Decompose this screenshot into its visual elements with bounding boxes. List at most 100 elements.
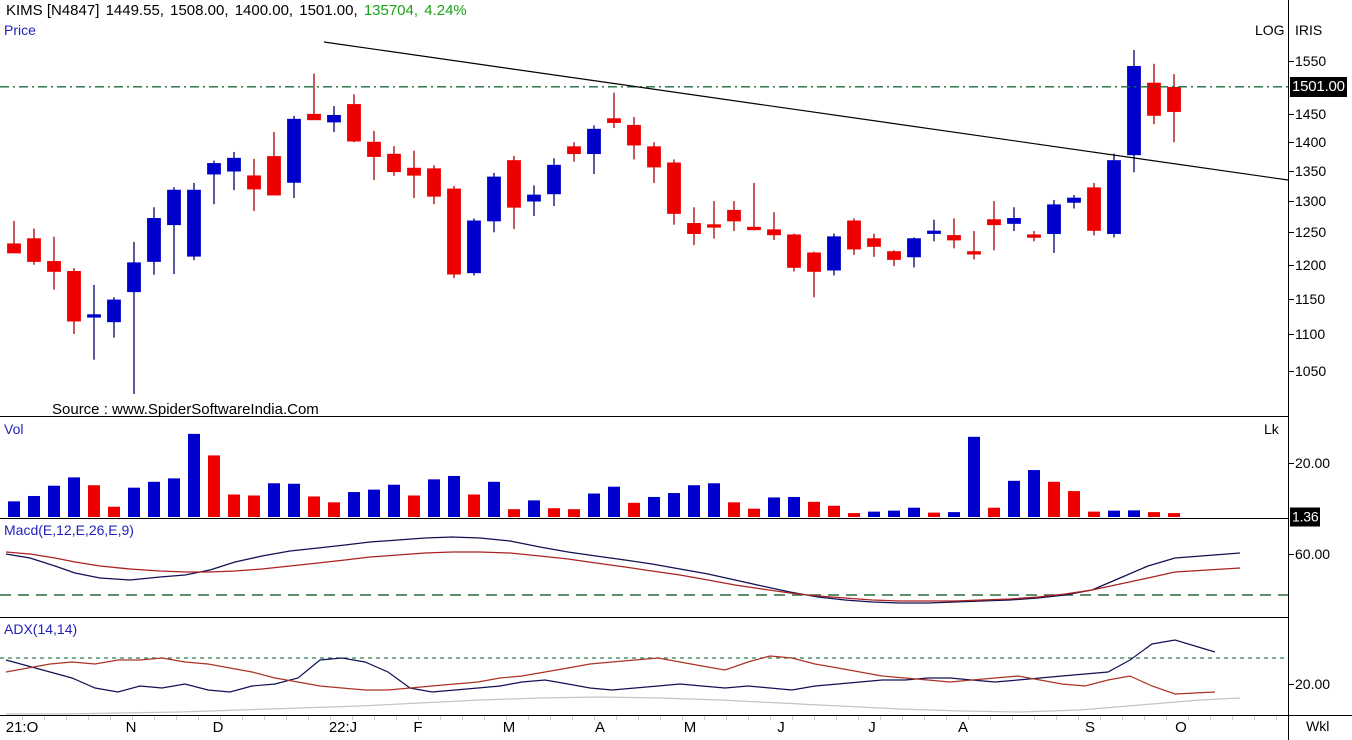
candle-body[interactable] [1167, 86, 1181, 112]
candle-body[interactable] [527, 194, 541, 202]
candle-body[interactable] [7, 243, 21, 254]
volume-bar[interactable] [808, 501, 820, 517]
candle-body[interactable] [1087, 187, 1101, 231]
volume-bar[interactable] [168, 478, 180, 517]
candle-body[interactable] [367, 141, 381, 157]
candle-body[interactable] [967, 251, 981, 255]
volume-bar[interactable] [708, 483, 720, 517]
volume-bar[interactable] [288, 483, 300, 517]
candle-body[interactable] [1127, 65, 1141, 156]
log-scale-label[interactable]: LOG [1255, 22, 1285, 38]
volume-bar[interactable] [728, 502, 740, 517]
candle-body[interactable] [847, 220, 861, 250]
volume-bar[interactable] [368, 489, 380, 517]
candle-body[interactable] [627, 124, 641, 146]
volume-bar[interactable] [688, 485, 700, 517]
candle-body[interactable] [1067, 197, 1081, 203]
volume-bar[interactable] [1148, 512, 1160, 517]
candle-body[interactable] [667, 162, 681, 214]
candle-body[interactable] [427, 168, 441, 197]
volume-bar[interactable] [928, 512, 940, 517]
volume-bar[interactable] [648, 496, 660, 517]
volume-bar[interactable] [1068, 491, 1080, 517]
price-candlestick-plot[interactable] [0, 18, 1289, 416]
candle-body[interactable] [27, 238, 41, 262]
volume-bar[interactable] [208, 455, 220, 517]
volume-bar[interactable] [8, 501, 20, 517]
volume-bar[interactable] [628, 502, 640, 517]
volume-bar[interactable] [1028, 470, 1040, 517]
candle-body[interactable] [307, 113, 321, 121]
candle-body[interactable] [747, 226, 761, 231]
downtrend-line[interactable] [323, 41, 1289, 181]
volume-bar[interactable] [128, 487, 140, 517]
candle-body[interactable] [267, 156, 281, 196]
volume-bar[interactable] [308, 496, 320, 517]
volume-bar[interactable] [328, 502, 340, 517]
candle-body[interactable] [807, 252, 821, 272]
candle-body[interactable] [827, 236, 841, 271]
candle-body[interactable] [407, 167, 421, 176]
volume-bar[interactable] [448, 475, 460, 517]
candle-body[interactable] [547, 164, 561, 195]
candle-body[interactable] [727, 209, 741, 222]
volume-bar[interactable] [28, 495, 40, 517]
candle-body[interactable] [87, 314, 101, 318]
candle-body[interactable] [767, 229, 781, 236]
volume-bar[interactable] [1088, 511, 1100, 517]
volume-bar[interactable] [668, 493, 680, 517]
candle-body[interactable] [1107, 160, 1121, 234]
volume-bar[interactable] [908, 507, 920, 517]
volume-bar[interactable] [188, 433, 200, 517]
candle-body[interactable] [867, 238, 881, 247]
candle-body[interactable] [947, 235, 961, 241]
candle-body[interactable] [107, 299, 121, 323]
volume-bar[interactable] [848, 513, 860, 517]
candle-body[interactable] [467, 220, 481, 274]
candle-body[interactable] [127, 262, 141, 293]
volume-bar[interactable] [548, 508, 560, 517]
volume-bar[interactable] [48, 485, 60, 517]
volume-bar[interactable] [988, 507, 1000, 517]
candle-body[interactable] [1147, 82, 1161, 116]
volume-bar[interactable] [568, 509, 580, 517]
volume-bar[interactable] [788, 496, 800, 517]
volume-bar[interactable] [1008, 480, 1020, 517]
candle-body[interactable] [707, 224, 721, 228]
volume-bar[interactable] [68, 477, 80, 517]
candle-body[interactable] [987, 219, 1001, 226]
candle-body[interactable] [907, 238, 921, 258]
candle-body[interactable] [387, 153, 401, 173]
volume-bar[interactable] [88, 485, 100, 517]
candle-body[interactable] [567, 146, 581, 155]
candle-body[interactable] [487, 176, 501, 222]
volume-bar[interactable] [428, 479, 440, 517]
candle-body[interactable] [447, 188, 461, 275]
candle-body[interactable] [607, 118, 621, 123]
candle-body[interactable] [47, 261, 61, 272]
volume-bar[interactable] [888, 510, 900, 517]
candle-body[interactable] [1027, 234, 1041, 238]
volume-bar[interactable] [348, 492, 360, 517]
volume-bar[interactable] [1168, 513, 1180, 517]
candle-body[interactable] [147, 218, 161, 262]
timeframe-label[interactable]: Wkl [1306, 718, 1330, 734]
candle-body[interactable] [167, 189, 181, 226]
volume-bar[interactable] [228, 494, 240, 517]
candle-body[interactable] [227, 157, 241, 172]
volume-bar[interactable] [588, 493, 600, 517]
volume-bar[interactable] [1108, 510, 1120, 517]
candle-body[interactable] [347, 104, 361, 142]
volume-bar[interactable] [528, 500, 540, 517]
volume-bar[interactable] [248, 495, 260, 517]
volume-bar[interactable] [608, 486, 620, 517]
volume-bar[interactable] [968, 436, 980, 517]
candle-body[interactable] [67, 271, 81, 322]
volume-bar[interactable] [828, 505, 840, 517]
candle-body[interactable] [587, 128, 601, 155]
volume-bar[interactable] [108, 506, 120, 517]
volume-bar-plot[interactable] [0, 417, 1288, 518]
candle-body[interactable] [247, 175, 261, 190]
volume-bar[interactable] [468, 494, 480, 517]
volume-bar[interactable] [748, 508, 760, 517]
